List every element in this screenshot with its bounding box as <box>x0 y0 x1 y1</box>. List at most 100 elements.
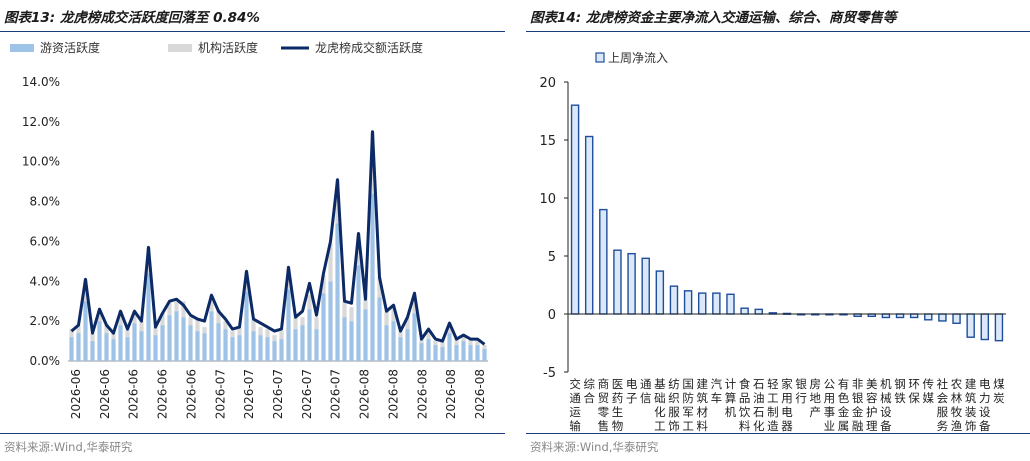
left-bar-hot-money <box>118 325 123 361</box>
right-bar <box>641 257 650 315</box>
right-bar <box>570 104 580 315</box>
right-category-label-char: 合 <box>583 391 595 405</box>
right-category-label-char: 饮 <box>739 405 751 419</box>
right-category-label-char: 电 <box>979 377 991 391</box>
left-bar-hot-money <box>181 317 186 361</box>
left-bar-hot-money <box>286 289 291 361</box>
left-bar-institution <box>76 325 81 334</box>
right-category-label-char: 制 <box>767 405 779 419</box>
right-y-tick-label: 5 <box>548 250 556 265</box>
right-figure: 图表14: 龙虎榜资金主要净流入交通运输、综合、商贸零售等 上周净流入 -5 0 5 1… <box>526 0 1030 461</box>
right-bar <box>697 292 707 315</box>
right-category-label-char: 信 <box>640 391 652 405</box>
right-bar <box>740 307 749 315</box>
left-bar-institution <box>223 321 228 330</box>
right-category-label-char: 饰 <box>668 419 680 433</box>
left-y-tick-label: 6.0% <box>30 234 61 248</box>
right-category-label-char: 运 <box>569 405 581 419</box>
right-bar <box>895 313 905 319</box>
left-bar-institution <box>384 311 389 326</box>
left-bar-hot-money <box>475 345 480 361</box>
left-bar-institution <box>426 329 431 340</box>
right-category-label-char: 机 <box>725 405 737 419</box>
right-category-label-char: 建 <box>696 377 708 391</box>
left-bar-hot-money <box>230 337 235 361</box>
right-category-label-char: 子 <box>626 391 638 405</box>
left-bar-hot-money <box>384 325 389 361</box>
left-bar-institution <box>314 317 319 330</box>
right-category-label-char: 国 <box>682 377 694 391</box>
left-bar-hot-money <box>167 315 172 361</box>
right-category-label-char: 器 <box>781 419 793 433</box>
left-y-tick-label: 0.0% <box>30 354 61 368</box>
left-bar-hot-money <box>342 317 347 361</box>
left-bar-hot-money <box>125 337 130 361</box>
left-y-tick-label: 10.0% <box>22 155 60 169</box>
right-category-label-char: 会 <box>937 391 949 405</box>
right-category-label-char: 零 <box>598 405 610 419</box>
right-category-label-char: 渔 <box>951 419 963 433</box>
left-bar-institution <box>377 277 382 298</box>
left-bar-hot-money <box>160 325 165 361</box>
right-category-label-char: 服 <box>668 405 680 419</box>
left-bar-hot-money <box>482 349 487 361</box>
left-bar-institution <box>300 317 305 326</box>
left-bar-institution <box>174 301 179 312</box>
left-x-tick-label: 2026-06 <box>127 369 141 419</box>
left-bar-institution <box>216 309 221 324</box>
left-x-tick-label: 2026-06 <box>69 369 83 419</box>
left-y-tick-label: 12.0% <box>22 115 60 129</box>
right-category-label-char: 金 <box>852 405 864 419</box>
left-bar-hot-money <box>356 265 361 361</box>
right-category-label-char: 基 <box>654 377 666 391</box>
left-bar-institution <box>279 331 284 340</box>
left-y-tick-label: 8.0% <box>30 195 61 209</box>
right-bar <box>613 249 622 315</box>
left-bar-institution <box>104 325 109 334</box>
right-bar <box>627 252 636 315</box>
right-source-note: 资料来源:Wind,华泰研究 <box>530 440 659 454</box>
right-category-label-char: 纺 <box>668 377 680 391</box>
left-bar-institution <box>69 329 74 338</box>
right-category-label-char: 工 <box>767 391 779 405</box>
right-category-label-char: 品 <box>739 391 751 405</box>
left-bar-institution <box>265 329 270 338</box>
left-bar-institution <box>328 243 333 282</box>
right-category-label-char: 轻 <box>767 377 779 391</box>
left-bar-institution <box>398 331 403 338</box>
left-bar-hot-money <box>391 321 396 361</box>
left-bar-institution <box>349 307 354 322</box>
right-category-label-char: 务 <box>937 419 949 433</box>
left-x-tick-label: 2026-07 <box>271 369 285 419</box>
left-bar-institution <box>321 275 326 294</box>
left-bar-hot-money <box>83 301 88 361</box>
left-bar-institution <box>447 323 452 334</box>
right-category-label-char: 备 <box>880 419 892 433</box>
left-bar-institution <box>132 311 137 324</box>
left-x-tick-label: 2026-07 <box>242 369 256 419</box>
right-category-label-char: 筑 <box>696 391 708 405</box>
right-category-label-char: 色 <box>838 391 850 405</box>
left-bar-hot-money <box>265 337 270 361</box>
left-bar-institution <box>293 317 298 330</box>
right-category-label-char: 机 <box>880 377 892 391</box>
right-category-label-char: 电 <box>781 405 793 419</box>
left-legend-swatch-2 <box>168 44 192 52</box>
left-x-tick-label: 2026-08 <box>473 369 487 419</box>
right-figure-title: 图表14: 龙虎榜资金主要净流入交通运输、综合、商贸零售等 <box>530 10 897 26</box>
right-y-tick-label: 0 <box>548 308 556 323</box>
left-bar-hot-money <box>251 331 256 361</box>
left-bar-hot-money <box>426 339 431 361</box>
right-category-label-char: 石 <box>753 377 765 391</box>
right-category-label-char: 服 <box>937 405 949 419</box>
right-category-label-char: 房 <box>810 377 822 391</box>
right-category-label-char: 力 <box>979 391 991 405</box>
right-y-tick-label: 15 <box>539 134 556 149</box>
right-category-label-char: 油 <box>753 391 765 405</box>
right-bar <box>966 313 975 338</box>
right-category-label-char: 融 <box>852 419 864 433</box>
left-bar-institution <box>181 301 186 318</box>
left-bar-institution <box>125 329 130 338</box>
left-bar-hot-money <box>111 339 116 361</box>
right-category-label-char: 商 <box>598 377 610 391</box>
